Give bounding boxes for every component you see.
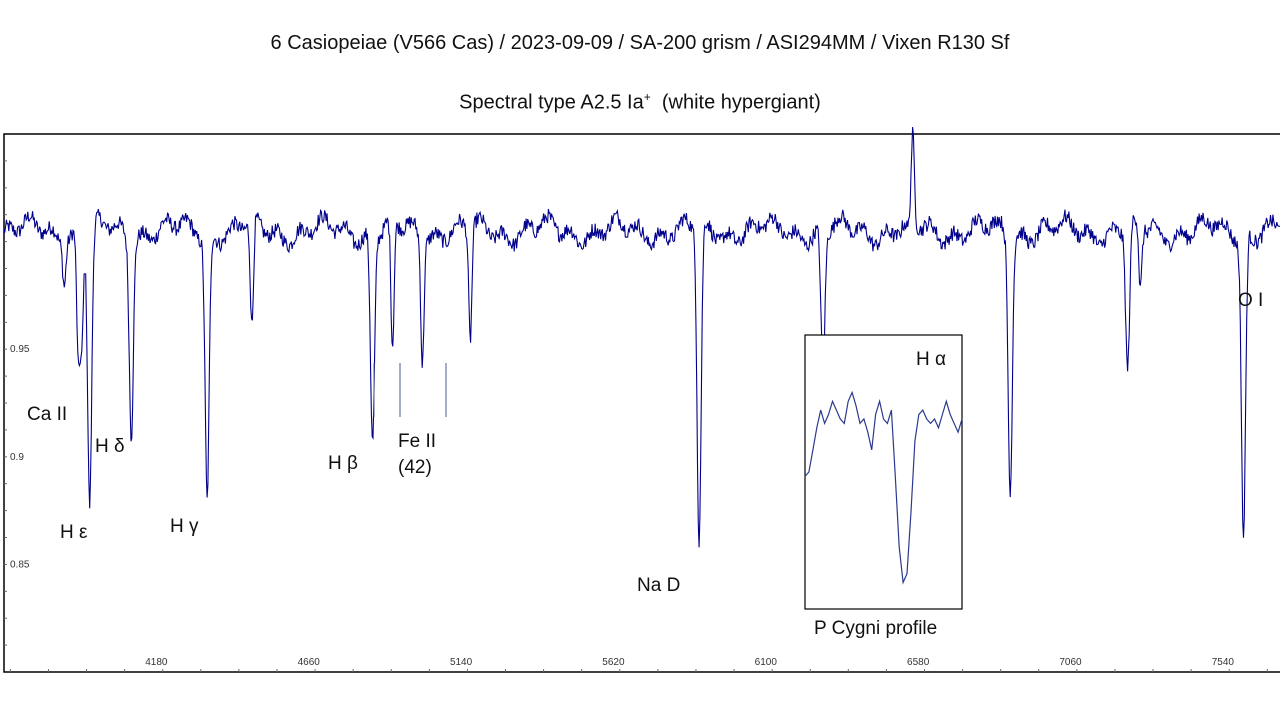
subtitle-superscript: + [643, 90, 651, 104]
y-tick-label: 0.85 [10, 559, 30, 570]
label-h-delta: H δ [95, 436, 125, 457]
x-tick-label: 7060 [1059, 657, 1082, 668]
x-tick-label: 7540 [1212, 657, 1235, 668]
label-h-epsilon: H ε [60, 522, 88, 543]
label-h-beta: H β [328, 453, 358, 474]
label-o-i: O I [1238, 290, 1263, 311]
subtitle-main: Spectral type A2.5 Ia [459, 91, 644, 114]
y-tick-label: 0.95 [10, 344, 30, 355]
x-tick-label: 4660 [298, 657, 321, 668]
x-tick-label: 4180 [145, 657, 168, 668]
chart-title: 6 Casiopeiae (V566 Cas) / 2023-09-09 / S… [270, 32, 1010, 54]
h-alpha-inset: H α P Cygni profile [804, 334, 963, 639]
y-axis-ticks: 0.85 0.9 0.95 [4, 160, 30, 646]
label-fe-ii-multiplet: (42) [398, 457, 432, 478]
x-tick-label: 6580 [907, 657, 930, 668]
inset-caption: P Cygni profile [814, 618, 937, 639]
y-tick-label: 0.9 [10, 452, 24, 463]
label-ca-ii: Ca II [27, 404, 67, 425]
line-labels: Ca II H ε H δ H γ H β Fe II (42) Na D O … [27, 290, 1263, 596]
subtitle-tail: (white hypergiant) [650, 91, 821, 114]
label-fe-ii: Fe II [398, 431, 436, 452]
spectrum-line [3, 127, 1280, 548]
inset-title-h-alpha: H α [916, 349, 946, 370]
label-na-d: Na D [637, 575, 680, 596]
x-tick-label: 6100 [755, 657, 778, 668]
inset-frame [804, 334, 963, 610]
label-h-gamma: H γ [170, 516, 199, 537]
chart-subtitle: Spectral type A2.5 Ia+ (white hypergiant… [0, 90, 1280, 115]
fe-ii-marker-lines [373, 363, 447, 417]
inset-profile-line [804, 390, 963, 585]
x-tick-label: 5620 [602, 657, 625, 668]
x-tick-label: 5140 [450, 657, 473, 668]
x-axis-ticks: 4180 4660 5140 5620 6100 6580 7060 7540 [9, 657, 1268, 672]
